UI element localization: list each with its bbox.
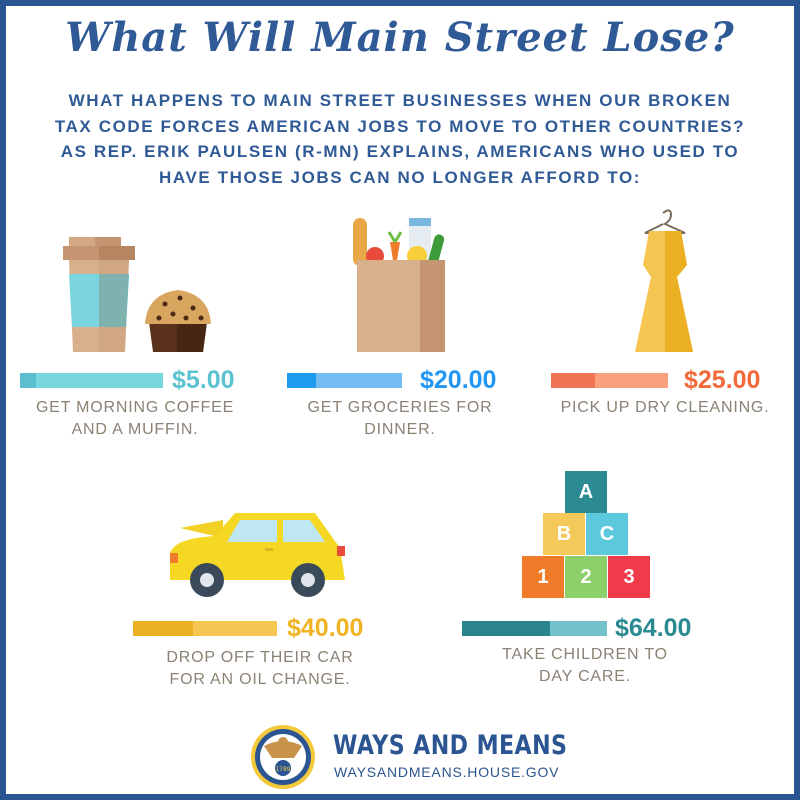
seal-text: 1789 [275,766,290,773]
label-groceries: GET GROCERIES FOR DINNER. [270,397,530,441]
price-oil-change: $40.00 [287,614,364,642]
cost-bar-groceries [287,373,402,388]
subtitle: WHAT HAPPENS TO MAIN STREET BUSINESSES W… [40,88,760,190]
label-line: GET GROCERIES FOR [307,399,493,416]
subtitle-line: AS REP. ERIK PAULSEN (R-MN) EXPLAINS, AM… [60,142,740,161]
price-dry-cleaning: $25.00 [684,366,761,394]
label-line: FOR AN OIL CHANGE. [169,671,351,688]
subtitle-line: HAVE THOSE JOBS CAN NO LONGER AFFORD TO: [158,167,642,187]
block-2: 2 [565,556,607,598]
label-oil-change: DROP OFF THEIR CAR FOR AN OIL CHANGE. [125,647,395,691]
dress-icon [635,209,693,352]
price-coffee: $5.00 [172,366,235,394]
grocery-bag-icon [353,218,445,352]
label-line: DINNER. [364,421,436,438]
org-url[interactable]: WAYSANDMEANS.HOUSE.GOV [334,764,560,780]
price-groceries: $20.00 [420,366,497,394]
block-1: 1 [522,556,564,598]
label-line: AND A MUFFIN. [71,421,199,438]
ways-and-means-seal-logo: 1789 [251,725,315,789]
block-b: B [543,513,585,555]
block-3: 3 [608,556,650,598]
price-day-care: $64.00 [615,614,692,642]
page-title: What Will Main Street Lose? [65,14,735,61]
block-a: A [565,471,607,513]
cost-bar-dry-cleaning [551,373,668,388]
cost-bar-coffee [20,373,163,388]
label-line: DROP OFF THEIR CAR [166,649,354,666]
label-line: TAKE CHILDREN TO [502,646,668,663]
label-dry-cleaning: PICK UP DRY CLEANING. [535,397,795,419]
org-name: WAYS AND MEANS [333,730,568,761]
subtitle-line: TAX CODE FORCES AMERICAN JOBS TO MOVE TO… [54,116,746,136]
label-line: DAY CARE. [539,668,631,685]
label-line: PICK UP DRY CLEANING. [560,399,770,416]
cost-bar-oil-change [133,621,277,636]
coffee-muffin-icon [63,237,211,352]
car-icon [170,513,345,597]
label-coffee: GET MORNING COFFEE AND A MUFFIN. [0,397,270,441]
block-c: C [586,513,628,555]
subtitle-line: WHAT HAPPENS TO MAIN STREET BUSINESSES W… [68,91,732,110]
cost-bar-day-care [462,621,607,636]
label-day-care: TAKE CHILDREN TO DAY CARE. [455,644,715,688]
label-line: GET MORNING COFFEE [35,399,235,416]
